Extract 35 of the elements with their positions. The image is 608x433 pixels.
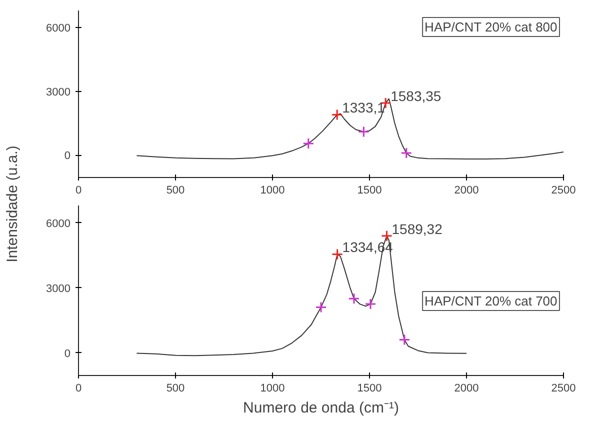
x-tick-label: 0 — [75, 184, 82, 196]
text: HAP/CNT 20% cat 800 — [424, 20, 558, 34]
x-tick-label: 2500 — [551, 382, 576, 394]
x-tick-label: 500 — [166, 184, 185, 196]
x-tick-label: 2500 — [551, 184, 576, 196]
point — [302, 138, 314, 150]
point — [315, 302, 327, 314]
x-tick-label: 2000 — [454, 382, 479, 394]
y-tick-label: 3000 — [46, 86, 71, 98]
point — [331, 108, 343, 120]
point — [358, 126, 370, 138]
y-tick-label: 3000 — [46, 282, 71, 295]
x-tick-label: 1000 — [260, 382, 285, 394]
point — [400, 147, 412, 159]
x-tick-label: 1000 — [260, 184, 285, 196]
annotation: 1583,35 — [390, 88, 442, 104]
y-axis-title: Intensidade (u.a.) — [4, 146, 21, 262]
point — [332, 248, 344, 260]
y-tick-label: 0 — [64, 150, 71, 162]
point — [398, 334, 410, 346]
x-tick-label: 1500 — [357, 184, 382, 196]
point — [364, 298, 376, 310]
annotation: 1589,32 — [392, 220, 443, 237]
y-tick-label: 6000 — [46, 22, 71, 35]
x-tick-label: 500 — [166, 382, 185, 394]
x-tick-label: 0 — [75, 382, 82, 394]
x-tick-label: 1500 — [357, 382, 382, 394]
y-tick-label: 6000 — [46, 218, 71, 230]
annotation: 1333,1 — [342, 100, 386, 116]
y-tick-label: 0 — [64, 348, 71, 360]
x-axis-title: Numero de onda (cm⁻¹) — [243, 400, 399, 416]
text: HAP/CNT 20% cat 700 — [424, 294, 558, 308]
point — [381, 230, 393, 242]
x-tick-label: 2000 — [454, 184, 479, 196]
point — [348, 292, 360, 304]
